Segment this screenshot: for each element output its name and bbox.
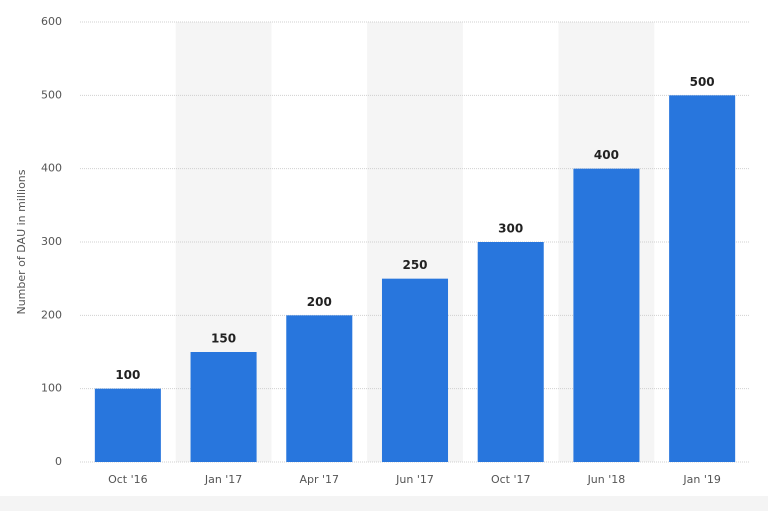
x-tick-label: Jan '19	[682, 473, 720, 486]
x-tick-label: Jan '17	[204, 473, 242, 486]
x-tick-label: Jun '18	[587, 473, 626, 486]
x-tick-label: Jun '17	[395, 473, 434, 486]
data-label: 400	[594, 148, 619, 162]
bar	[477, 242, 544, 462]
data-label: 200	[307, 295, 332, 309]
data-label: 300	[498, 222, 523, 236]
y-tick-label: 0	[55, 455, 62, 468]
x-tick-label: Oct '17	[491, 473, 531, 486]
data-label: 500	[690, 75, 715, 89]
y-tick-label: 200	[41, 308, 62, 321]
y-tick-label: 300	[41, 235, 62, 248]
bar	[286, 315, 353, 462]
bar	[190, 352, 257, 462]
y-tick-label: 400	[41, 162, 62, 175]
y-tick-label: 500	[41, 88, 62, 101]
y-tick-label: 100	[41, 382, 62, 395]
y-tick-label: 600	[41, 15, 62, 28]
footer-strip	[0, 496, 768, 511]
bar	[381, 278, 449, 462]
x-tick-label: Oct '16	[108, 473, 148, 486]
data-label: 250	[402, 258, 427, 272]
y-axis-label: Number of DAU in millions	[15, 169, 28, 314]
bar	[573, 168, 640, 462]
data-label: 100	[115, 368, 140, 382]
bar	[94, 388, 161, 462]
x-tick-label: Apr '17	[300, 473, 340, 486]
bar	[669, 95, 736, 462]
data-label: 150	[211, 332, 236, 346]
